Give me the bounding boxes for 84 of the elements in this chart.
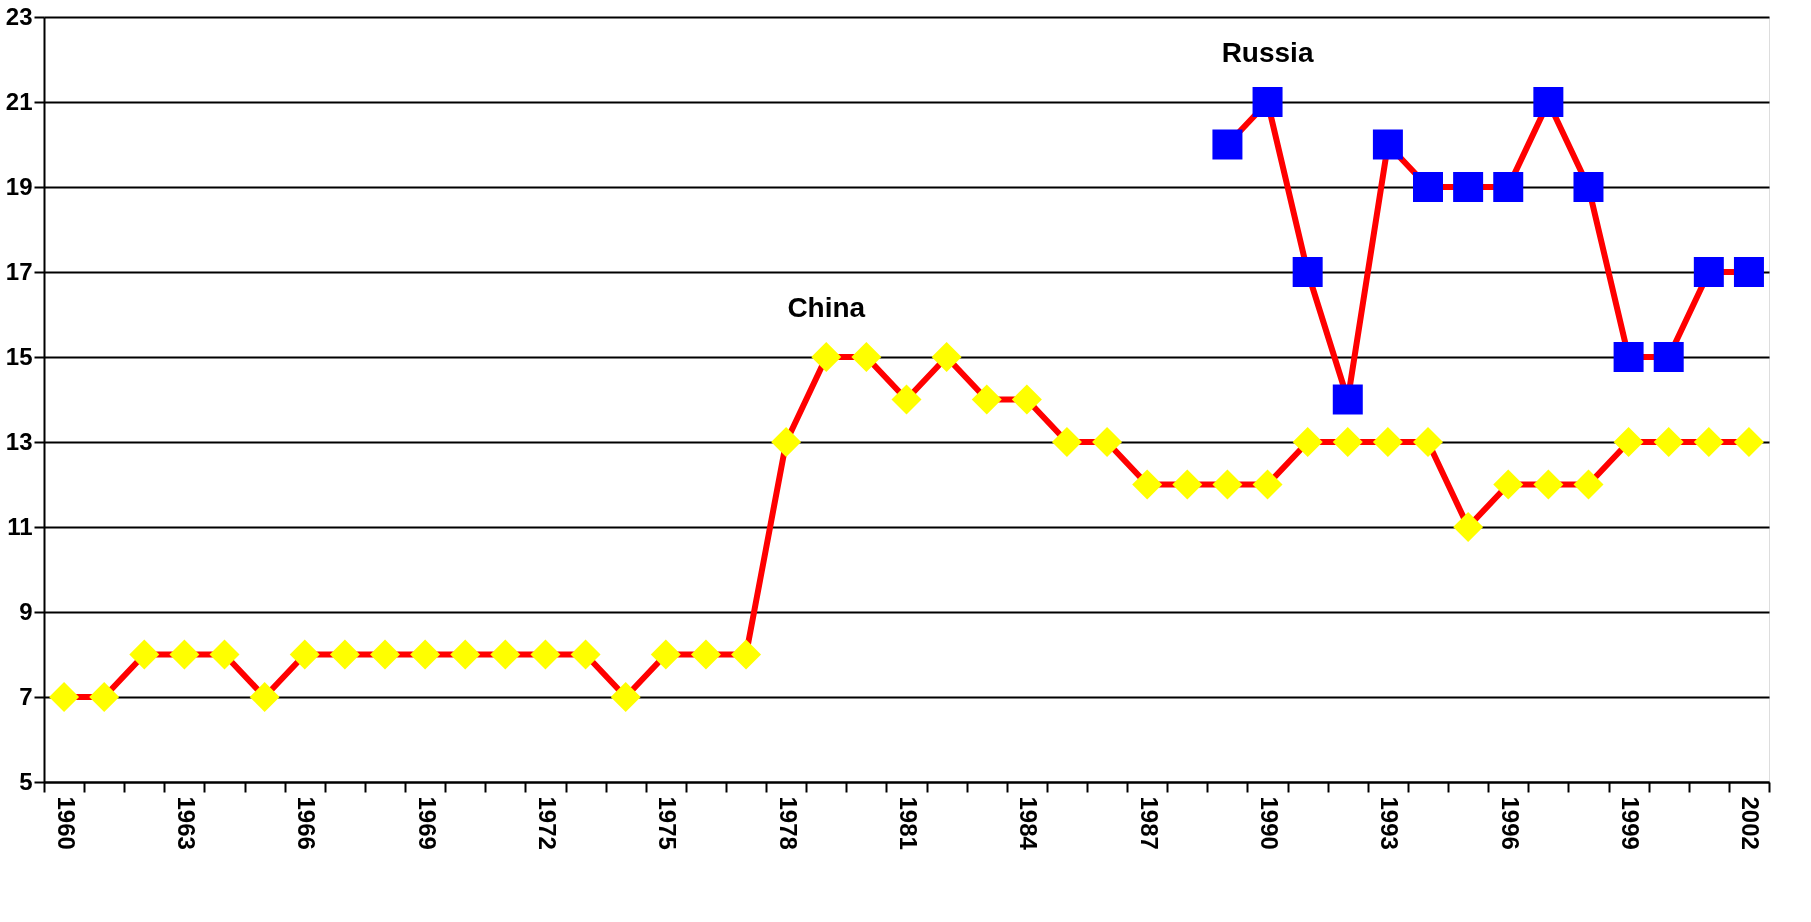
x-tick-label: 1993 <box>1376 796 1404 850</box>
point <box>1573 172 1604 202</box>
point <box>1252 469 1283 500</box>
point <box>1212 469 1243 500</box>
point <box>1051 427 1082 457</box>
point <box>1413 427 1444 457</box>
point <box>1092 427 1123 457</box>
point <box>931 342 962 372</box>
point <box>1252 87 1283 117</box>
point <box>249 682 280 712</box>
x-tick-label: 1975 <box>654 796 682 850</box>
point <box>1733 427 1764 457</box>
y-tick-label: 17 <box>5 257 33 285</box>
x-tick-label: 1981 <box>895 796 922 850</box>
point <box>1332 427 1363 457</box>
point <box>1372 427 1403 457</box>
point <box>49 682 80 712</box>
point <box>450 639 481 670</box>
x-tick-label: 1972 <box>533 796 561 850</box>
x-tick-label: 1987 <box>1135 796 1163 850</box>
point <box>89 682 120 712</box>
point <box>1493 469 1524 500</box>
point <box>811 342 842 372</box>
x-tick-label: 2002 <box>1737 796 1765 850</box>
point <box>731 639 762 670</box>
point <box>1733 257 1764 287</box>
x-tick-label: 1978 <box>774 796 802 850</box>
point <box>1653 342 1684 372</box>
point <box>1613 427 1644 457</box>
point <box>1533 87 1564 117</box>
point <box>490 639 521 670</box>
point <box>1693 427 1724 457</box>
point <box>690 639 721 670</box>
point <box>1413 172 1444 202</box>
point <box>369 639 400 670</box>
point <box>1172 469 1203 500</box>
y-tick-label: 21 <box>5 87 33 115</box>
point <box>1132 469 1163 500</box>
x-tick-label: 1969 <box>413 796 441 850</box>
point <box>1613 342 1644 372</box>
y-tick-label: 9 <box>19 597 33 625</box>
point <box>851 342 882 372</box>
y-tick-label: 19 <box>5 172 33 200</box>
point <box>1372 129 1403 160</box>
point <box>1653 427 1684 457</box>
point <box>169 639 200 670</box>
point <box>530 639 561 670</box>
point <box>209 639 240 670</box>
point <box>1693 257 1724 287</box>
point <box>329 639 360 670</box>
point <box>1573 469 1604 500</box>
point <box>771 427 802 457</box>
point <box>1292 257 1323 287</box>
point <box>650 639 681 670</box>
y-tick-label: 15 <box>5 342 33 370</box>
y-tick-label: 5 <box>19 767 33 795</box>
x-tick-label: 1966 <box>293 796 321 850</box>
y-tick-label: 13 <box>5 427 33 455</box>
x-tick-label: 1963 <box>172 796 200 850</box>
x-tick-label: 1984 <box>1015 796 1043 851</box>
point <box>1453 512 1484 542</box>
point <box>1011 384 1042 415</box>
y-tick-label: 11 <box>7 512 33 540</box>
point <box>1212 129 1243 160</box>
point <box>1533 469 1564 500</box>
x-tick-label: 1996 <box>1496 796 1524 850</box>
point <box>289 639 320 670</box>
x-tick-label: 1999 <box>1617 796 1645 850</box>
point <box>1453 172 1484 202</box>
x-tick-label: 1990 <box>1256 796 1284 850</box>
point <box>1493 172 1524 202</box>
point <box>1292 427 1323 457</box>
point <box>971 384 1002 415</box>
y-tick-label: 7 <box>19 682 33 710</box>
point <box>1332 384 1363 415</box>
series-label: Russia <box>1221 37 1314 68</box>
point <box>129 639 160 670</box>
point <box>610 682 641 712</box>
y-tick-label: 23 <box>5 2 33 30</box>
point <box>891 384 922 415</box>
point <box>410 639 441 670</box>
x-tick-label: 1960 <box>52 796 80 850</box>
point <box>570 639 601 670</box>
series-label: China <box>787 292 866 323</box>
